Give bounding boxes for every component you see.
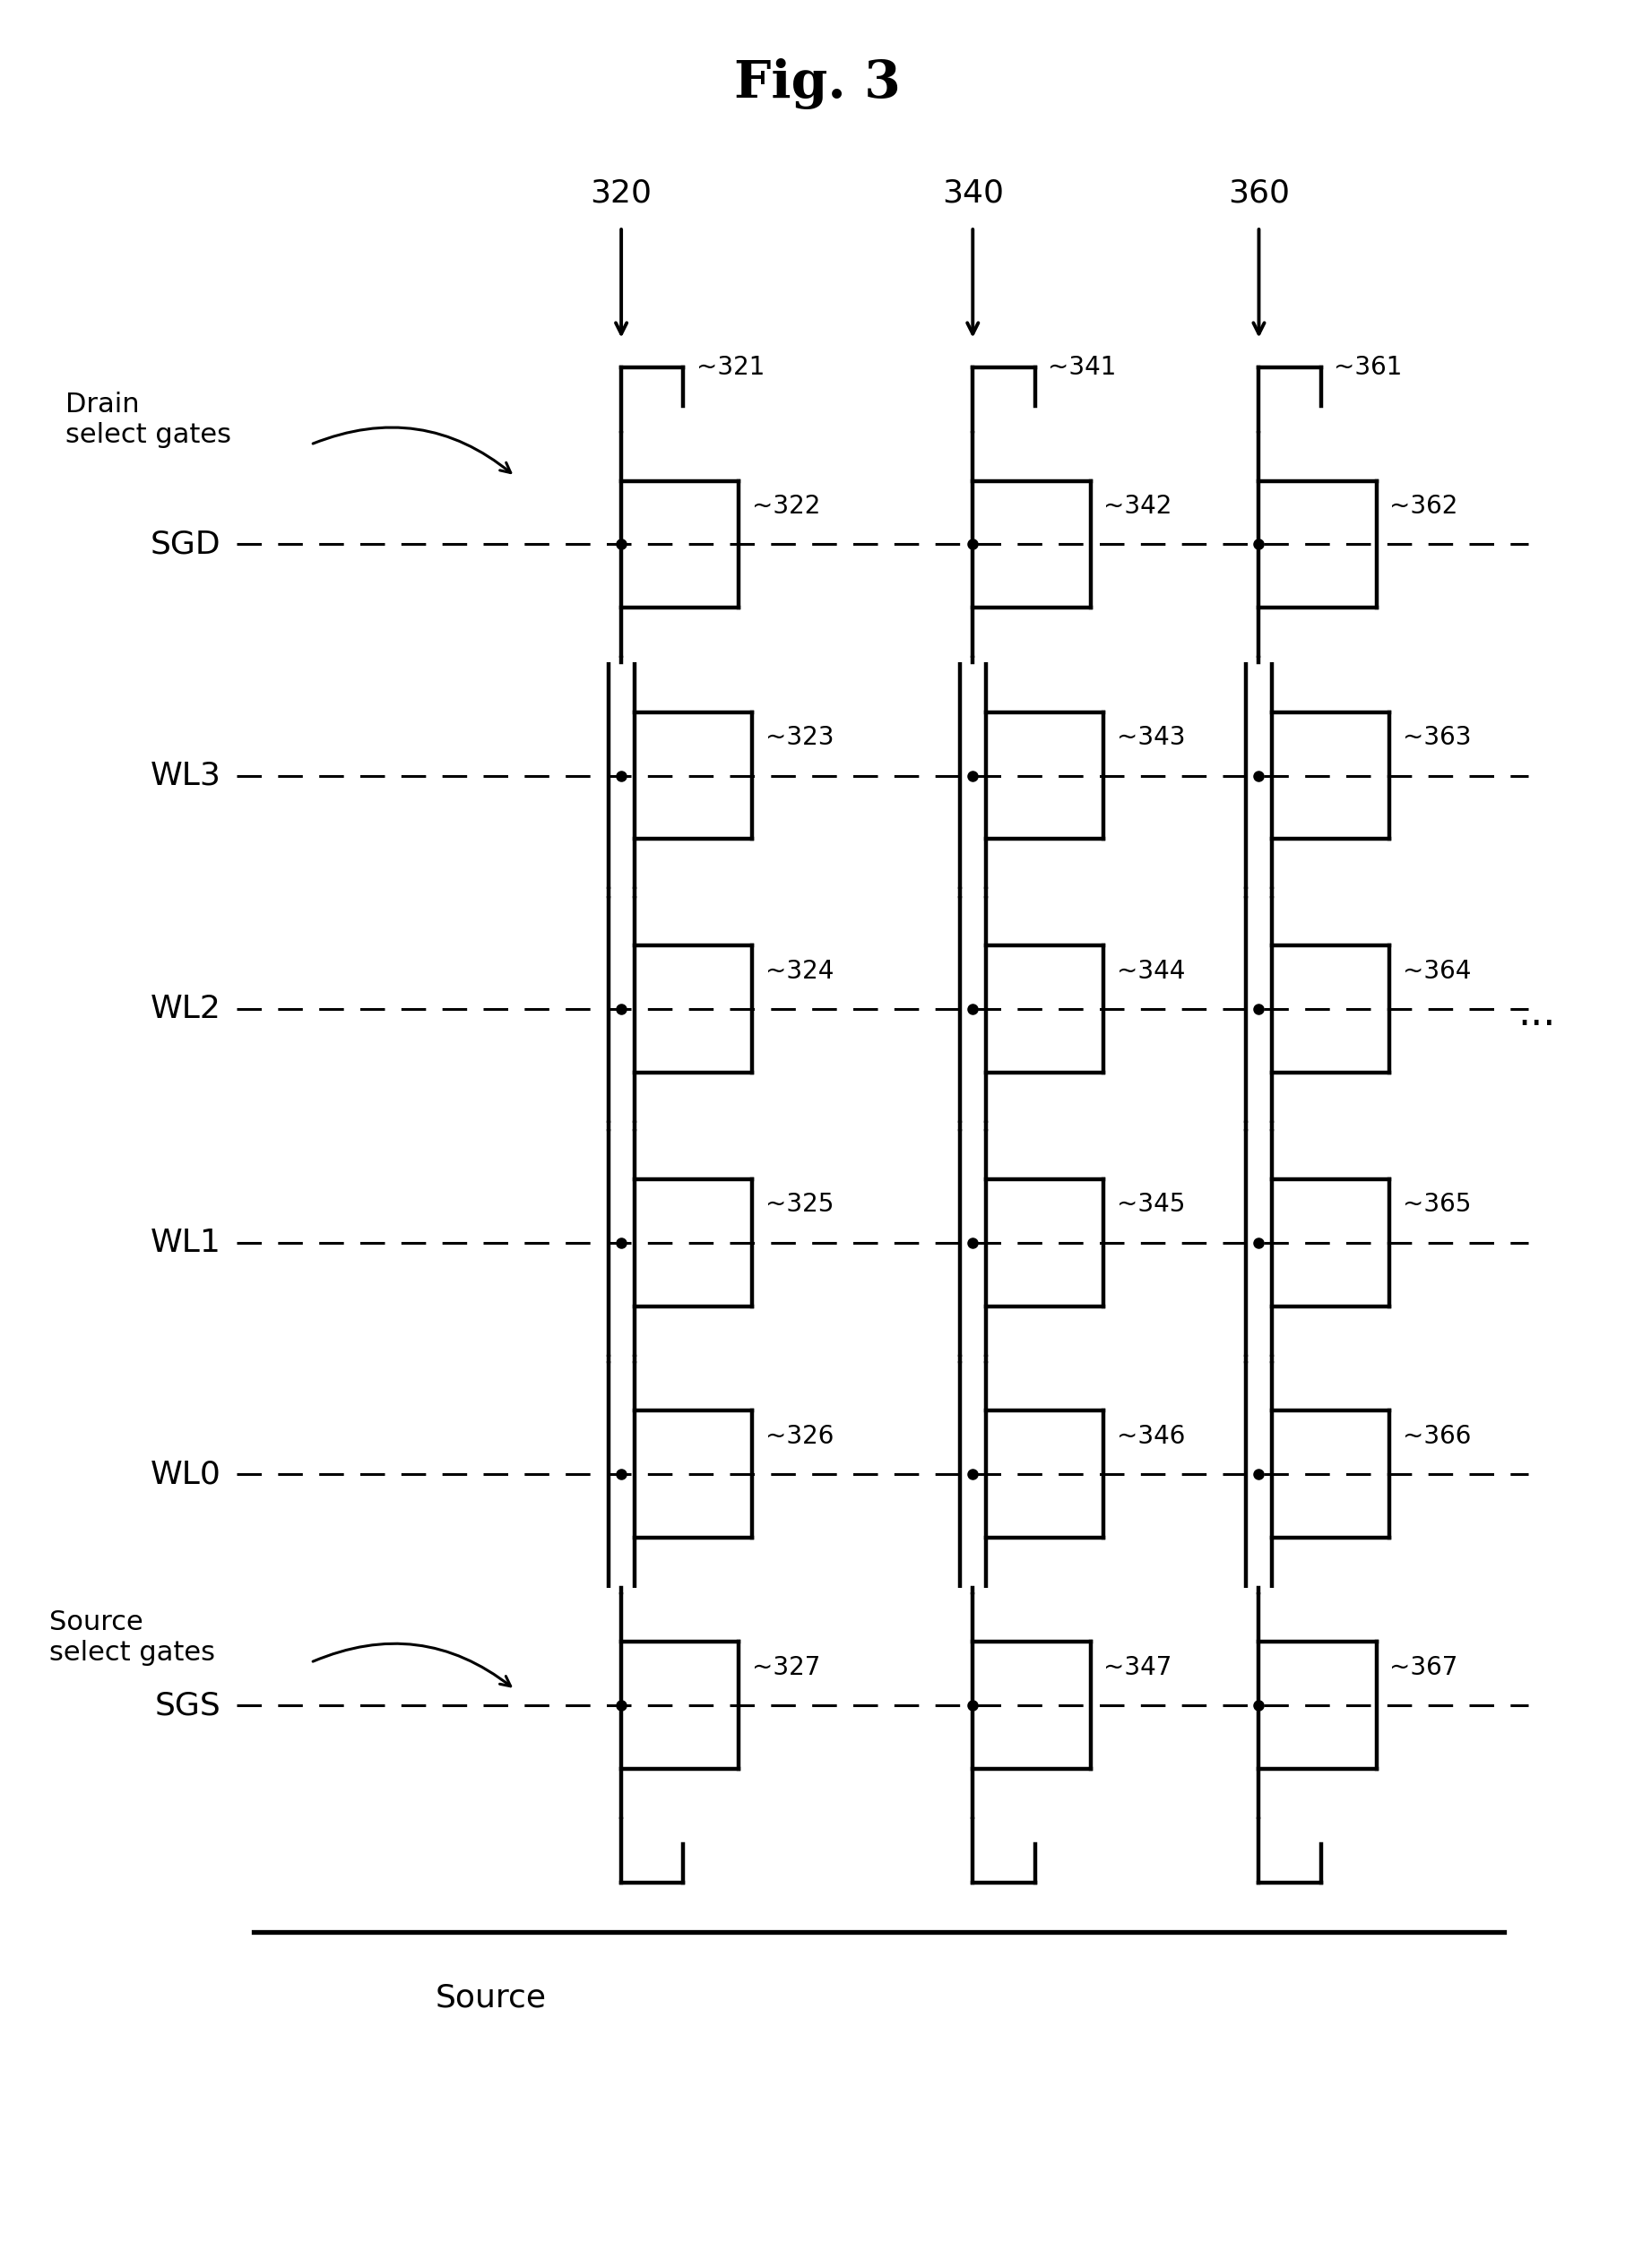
Text: ~345: ~345 (1116, 1193, 1185, 1218)
Text: ~366: ~366 (1402, 1424, 1471, 1449)
Text: Drain
select gates: Drain select gates (65, 392, 230, 447)
Text: ~364: ~364 (1402, 959, 1471, 984)
Text: ...: ... (1516, 996, 1556, 1032)
Text: ~323: ~323 (765, 726, 833, 751)
Text: 320: 320 (590, 179, 652, 209)
Text: Fig. 3: Fig. 3 (734, 59, 900, 109)
Text: ~347: ~347 (1103, 1656, 1172, 1681)
Text: WL3: WL3 (150, 760, 221, 792)
Text: ~361: ~361 (1333, 354, 1402, 381)
Text: ~363: ~363 (1402, 726, 1471, 751)
Text: ~365: ~365 (1402, 1193, 1471, 1218)
Text: ~341: ~341 (1047, 354, 1116, 381)
Text: ~324: ~324 (765, 959, 833, 984)
Text: ~362: ~362 (1389, 494, 1458, 519)
Text: ~342: ~342 (1103, 494, 1172, 519)
Text: 340: 340 (941, 179, 1003, 209)
Text: ~326: ~326 (765, 1424, 833, 1449)
Text: WL2: WL2 (150, 993, 221, 1025)
Text: SGS: SGS (155, 1690, 221, 1721)
Text: ~321: ~321 (696, 354, 765, 381)
Text: SGD: SGD (150, 528, 221, 560)
Text: ~346: ~346 (1116, 1424, 1185, 1449)
Text: ~322: ~322 (752, 494, 820, 519)
Text: ~343: ~343 (1116, 726, 1185, 751)
Text: ~344: ~344 (1116, 959, 1185, 984)
Text: WL0: WL0 (150, 1458, 221, 1490)
Text: ~367: ~367 (1389, 1656, 1458, 1681)
Text: WL1: WL1 (150, 1227, 221, 1259)
Text: 360: 360 (1227, 179, 1289, 209)
Text: ~327: ~327 (752, 1656, 820, 1681)
Text: Source
select gates: Source select gates (49, 1610, 214, 1665)
Text: ~325: ~325 (765, 1193, 833, 1218)
Text: Source: Source (435, 1982, 546, 2012)
